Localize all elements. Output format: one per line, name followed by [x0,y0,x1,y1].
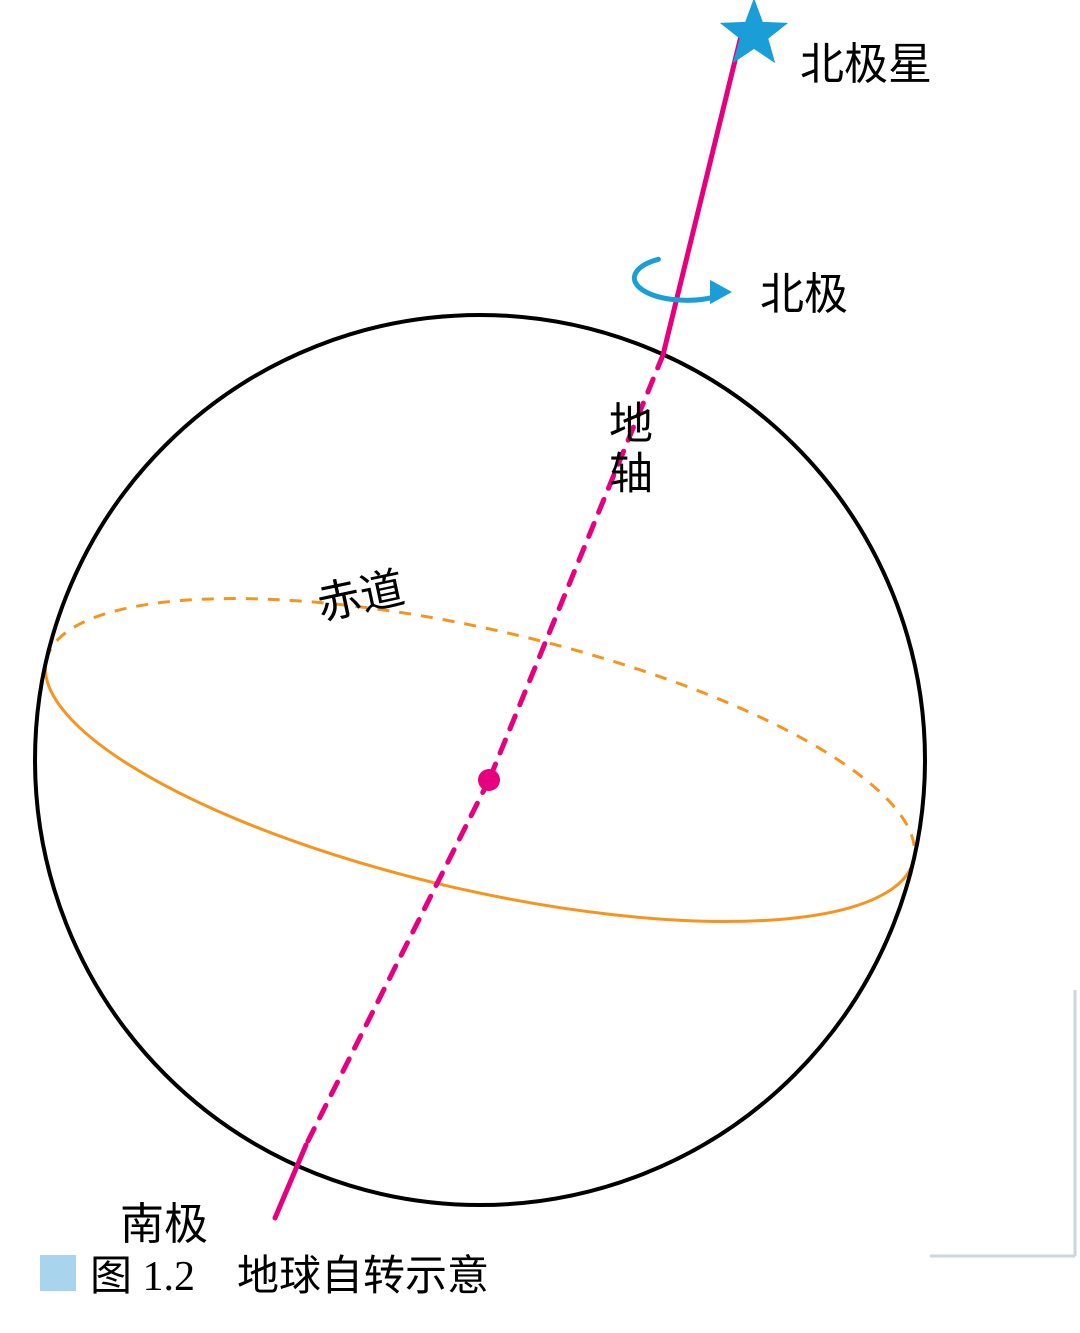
diagram-stage: 北极星 北极 地轴 赤道 南极 图 1.2 地球自转示意 [0,0,1080,1333]
figure-caption: 图 1.2 地球自转示意 [40,1242,489,1303]
caption-marker [40,1255,76,1291]
axis-center-dot [478,769,500,791]
axis-label: 地轴 [594,400,658,500]
star-icon [720,0,788,63]
axis-line-bottom-dash [306,780,489,1145]
north-pole-label: 北极 [760,258,848,322]
polaris-label: 北极星 [800,28,932,92]
caption-text: 图 1.2 地球自转示意 [90,1242,489,1303]
axis-line-top-solid [663,32,742,355]
diagram-svg [0,0,1080,1333]
earth-circle [35,315,925,1205]
equator [17,533,943,987]
